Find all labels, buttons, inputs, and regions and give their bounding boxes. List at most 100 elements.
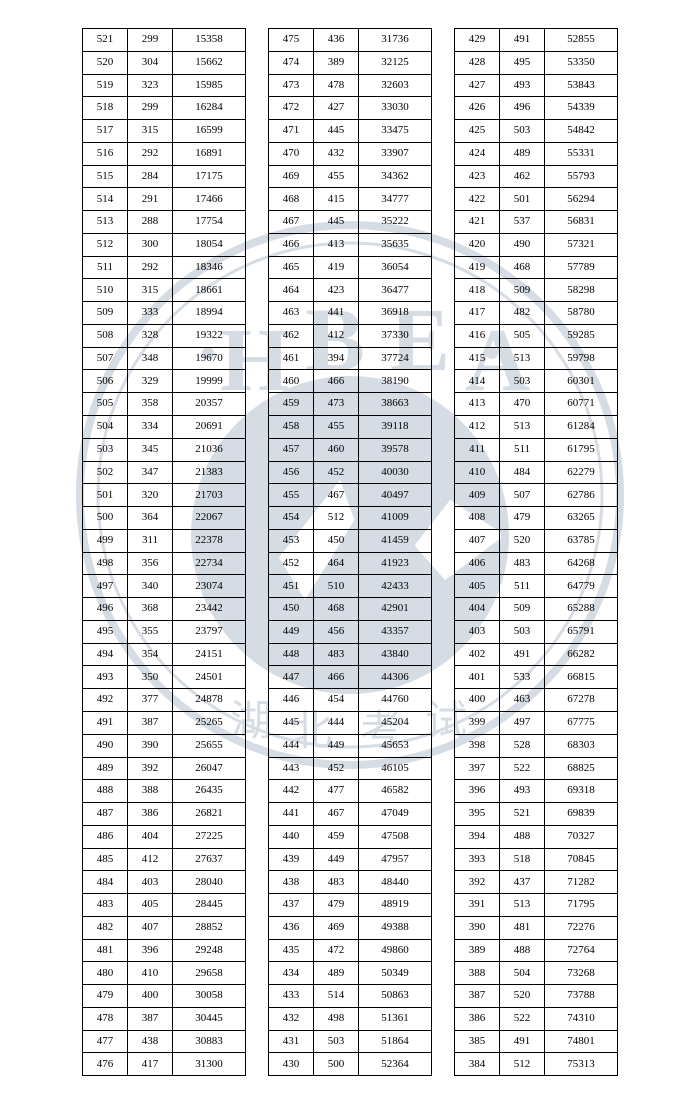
cell: 53350: [545, 51, 618, 74]
cell: 475: [269, 29, 314, 52]
cell: 68825: [545, 757, 618, 780]
cell: 498: [314, 1007, 359, 1030]
cell: 482: [83, 916, 128, 939]
table-row: 42749353843: [455, 74, 618, 97]
cell: 61284: [545, 416, 618, 439]
cell: 407: [128, 916, 173, 939]
cell: 56294: [545, 188, 618, 211]
cell: 460: [314, 438, 359, 461]
cell: 459: [314, 825, 359, 848]
cell: 437: [500, 871, 545, 894]
table-row: 47641731300: [83, 1053, 246, 1076]
table-row: 40249166282: [455, 643, 618, 666]
cell: 425: [455, 120, 500, 143]
cell: 494: [83, 643, 128, 666]
table-row: 40752063785: [455, 529, 618, 552]
cell: 509: [500, 279, 545, 302]
cell: 502: [83, 461, 128, 484]
cell: 484: [500, 461, 545, 484]
table-row: 46344136918: [269, 302, 432, 325]
table-row: 43547249860: [269, 939, 432, 962]
cell: 42901: [359, 598, 432, 621]
table-row: 41850958298: [455, 279, 618, 302]
cell: 503: [83, 438, 128, 461]
cell: 27225: [173, 825, 246, 848]
cell: 292: [128, 142, 173, 165]
table-row: 42346255793: [455, 165, 618, 188]
cell: 21036: [173, 438, 246, 461]
cell: 60301: [545, 370, 618, 393]
cell: 291: [128, 188, 173, 211]
cell: 393: [455, 848, 500, 871]
cell: 491: [83, 711, 128, 734]
cell: 477: [83, 1030, 128, 1053]
cell: 483: [314, 643, 359, 666]
table-row: 48838826435: [83, 780, 246, 803]
cell: 497: [500, 711, 545, 734]
cell: 511: [83, 256, 128, 279]
table-row: 44848343840: [269, 643, 432, 666]
cell: 38190: [359, 370, 432, 393]
table-row: 47838730445: [83, 1007, 246, 1030]
cell: 427: [455, 74, 500, 97]
cell: 405: [455, 575, 500, 598]
cell: 495: [83, 620, 128, 643]
cell: 466: [269, 233, 314, 256]
cell: 51361: [359, 1007, 432, 1030]
cell: 57321: [545, 233, 618, 256]
cell: 386: [128, 803, 173, 826]
cell: 30445: [173, 1007, 246, 1030]
cell: 56831: [545, 211, 618, 234]
cell: 377: [128, 689, 173, 712]
cell: 46105: [359, 757, 432, 780]
cell: 440: [269, 825, 314, 848]
table-row: 40350365791: [455, 620, 618, 643]
cell: 487: [83, 803, 128, 826]
table-row: 46442336477: [269, 279, 432, 302]
cell: 65288: [545, 598, 618, 621]
cell: 460: [269, 370, 314, 393]
cell: 506: [83, 370, 128, 393]
table-row: 41551359798: [455, 347, 618, 370]
cell: 439: [269, 848, 314, 871]
data-table-1: 5212991535852030415662519323159855182991…: [82, 28, 246, 1076]
cell: 412: [455, 416, 500, 439]
cell: 26047: [173, 757, 246, 780]
cell: 22067: [173, 507, 246, 530]
cell: 33907: [359, 142, 432, 165]
cell: 518: [500, 848, 545, 871]
cell: 519: [83, 74, 128, 97]
cell: 65791: [545, 620, 618, 643]
cell: 27637: [173, 848, 246, 871]
cell: 455: [314, 416, 359, 439]
cell: 68303: [545, 734, 618, 757]
table-row: 39448870327: [455, 825, 618, 848]
table-row: 41347060771: [455, 393, 618, 416]
table-row: 41450360301: [455, 370, 618, 393]
cell: 60771: [545, 393, 618, 416]
table-row: 50933318994: [83, 302, 246, 325]
cell: 63265: [545, 507, 618, 530]
cell: 37724: [359, 347, 432, 370]
table-row: 49237724878: [83, 689, 246, 712]
cell: 28040: [173, 871, 246, 894]
table-row: 39752268825: [455, 757, 618, 780]
cell: 385: [455, 1030, 500, 1053]
cell: 438: [269, 871, 314, 894]
cell: 495: [500, 51, 545, 74]
cell: 464: [269, 279, 314, 302]
table-row: 49931122378: [83, 529, 246, 552]
cell: 512: [314, 507, 359, 530]
cell: 441: [314, 302, 359, 325]
cell: 29658: [173, 962, 246, 985]
cell: 33030: [359, 97, 432, 120]
cell: 47049: [359, 803, 432, 826]
cell: 71795: [545, 894, 618, 917]
table-row: 43351450863: [269, 985, 432, 1008]
table-row: 43050052364: [269, 1053, 432, 1076]
table-row: 38451275313: [455, 1053, 618, 1076]
cell: 74801: [545, 1030, 618, 1053]
cell: 450: [314, 529, 359, 552]
cell: 390: [455, 916, 500, 939]
cell: 470: [500, 393, 545, 416]
